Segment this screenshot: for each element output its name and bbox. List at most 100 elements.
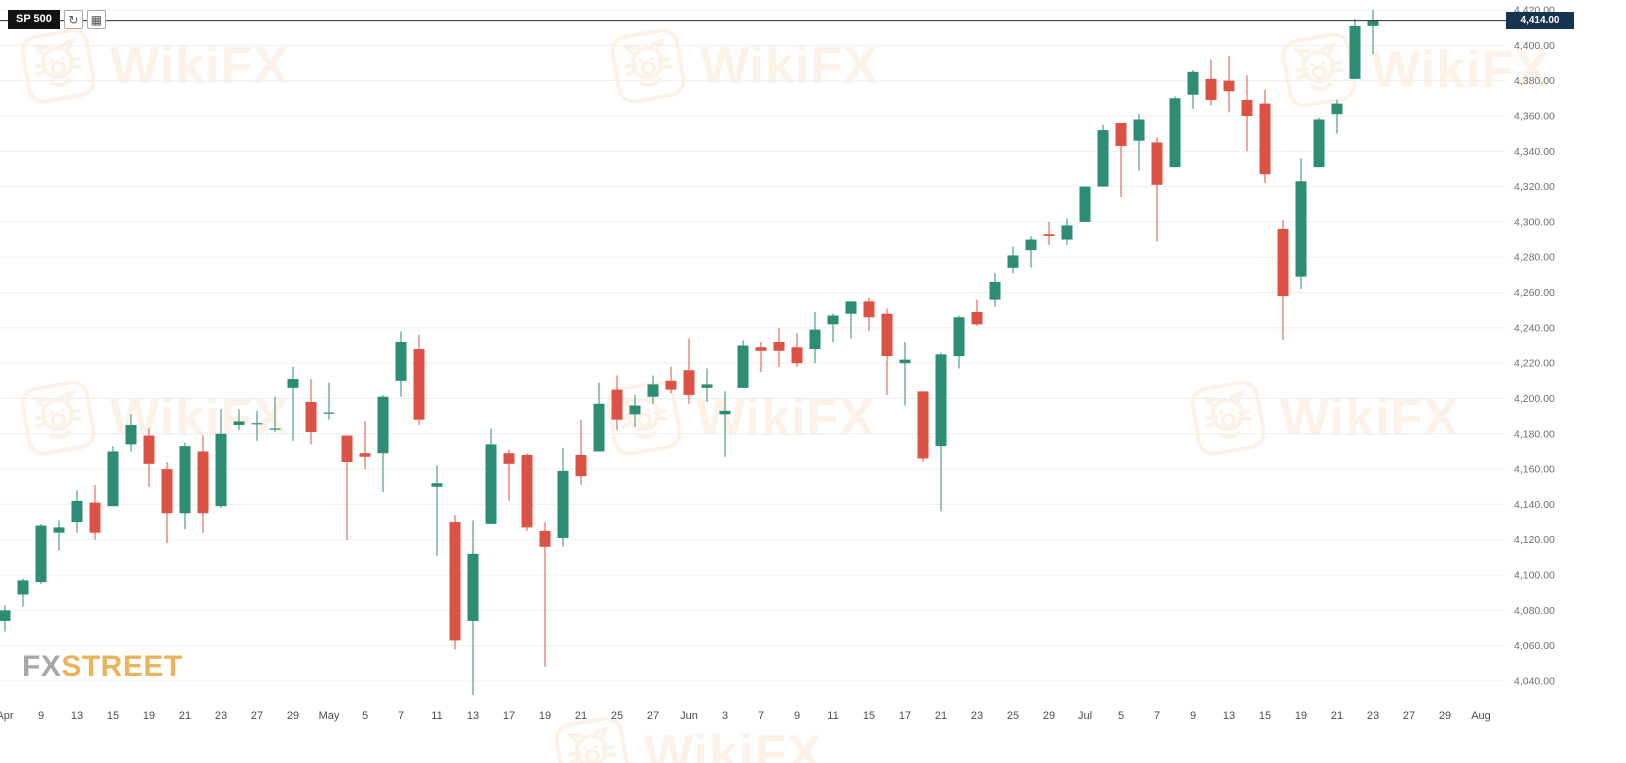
x-axis-label: Jul bbox=[1078, 710, 1092, 722]
candle-body bbox=[233, 421, 245, 425]
x-axis-label: 25 bbox=[611, 710, 623, 722]
x-axis-label: 21 bbox=[179, 710, 191, 722]
candle-body bbox=[1133, 119, 1145, 141]
candle-body bbox=[1331, 103, 1343, 115]
y-axis-label: 4,280.00 bbox=[1514, 252, 1555, 264]
candle-body bbox=[35, 525, 47, 583]
x-axis-label: 13 bbox=[1223, 710, 1235, 722]
x-axis-label: 15 bbox=[863, 710, 875, 722]
y-axis-label: 4,380.00 bbox=[1514, 75, 1555, 87]
candle-body bbox=[881, 313, 893, 357]
candle-body bbox=[593, 403, 605, 452]
x-axis-label: 29 bbox=[287, 710, 299, 722]
candle-body bbox=[1043, 234, 1055, 237]
y-axis-label: 4,180.00 bbox=[1514, 428, 1555, 440]
candle-body bbox=[665, 380, 677, 390]
candle-body bbox=[629, 405, 641, 415]
candle-body bbox=[863, 301, 875, 318]
candle-body bbox=[305, 402, 317, 433]
y-axis-label: 4,080.00 bbox=[1514, 605, 1555, 617]
candle-body bbox=[431, 483, 443, 487]
candle-body bbox=[773, 341, 785, 351]
y-axis-label: 4,160.00 bbox=[1514, 464, 1555, 476]
y-axis-label: 4,400.00 bbox=[1514, 40, 1555, 52]
candle-body bbox=[737, 345, 749, 388]
y-axis-label: 4,260.00 bbox=[1514, 287, 1555, 299]
y-axis-label: 4,320.00 bbox=[1514, 181, 1555, 193]
y-axis-label: 4,040.00 bbox=[1514, 676, 1555, 688]
x-axis-label: 29 bbox=[1043, 710, 1055, 722]
candle-body bbox=[1223, 80, 1235, 92]
candle-body bbox=[323, 412, 335, 414]
candle-body bbox=[791, 347, 803, 364]
candle-body bbox=[197, 451, 209, 514]
candle-body bbox=[971, 311, 983, 325]
refresh-button[interactable]: ↻ bbox=[63, 10, 83, 30]
x-axis-label: 21 bbox=[575, 710, 587, 722]
candle-body bbox=[701, 384, 713, 388]
interval-button[interactable]: ▦ bbox=[86, 10, 106, 30]
candle-body bbox=[359, 453, 371, 457]
candle-body bbox=[89, 502, 101, 533]
y-axis-label: 4,060.00 bbox=[1514, 640, 1555, 652]
candle-body bbox=[935, 354, 947, 447]
y-axis-label: 4,140.00 bbox=[1514, 499, 1555, 511]
candle-body bbox=[557, 470, 569, 538]
candle-body bbox=[161, 469, 173, 514]
candle-body bbox=[1205, 78, 1217, 101]
x-axis-label: 23 bbox=[215, 710, 227, 722]
x-axis-label: 7 bbox=[758, 710, 764, 722]
candle-body bbox=[755, 347, 767, 351]
x-axis-label: 25 bbox=[1007, 710, 1019, 722]
candle-body bbox=[539, 530, 551, 547]
candle-body bbox=[899, 359, 911, 364]
y-axis-label: 4,300.00 bbox=[1514, 216, 1555, 228]
candle-body bbox=[1241, 100, 1253, 116]
x-axis-label: 11 bbox=[827, 710, 838, 722]
x-axis-label: 27 bbox=[647, 710, 659, 722]
x-axis-label: Apr bbox=[0, 710, 14, 722]
candle-body bbox=[917, 391, 929, 459]
symbol-label-button[interactable]: SP 500 bbox=[8, 10, 60, 30]
candle-body bbox=[0, 610, 11, 621]
y-axis-label: 4,240.00 bbox=[1514, 322, 1555, 334]
x-axis-label: 29 bbox=[1439, 710, 1451, 722]
x-axis-label: 11 bbox=[431, 710, 442, 722]
candle-body bbox=[287, 379, 299, 388]
candle-body bbox=[827, 315, 839, 325]
y-axis-label: 4,220.00 bbox=[1514, 358, 1555, 370]
candle-body bbox=[1313, 119, 1325, 168]
candle-body bbox=[413, 349, 425, 420]
candle-body bbox=[521, 454, 533, 528]
refresh-icon: ↻ bbox=[68, 12, 79, 27]
candle-body bbox=[125, 424, 137, 445]
candle-body bbox=[17, 580, 29, 595]
x-axis-label: 9 bbox=[1190, 710, 1196, 722]
x-axis-label: 13 bbox=[467, 710, 479, 722]
x-axis-label: 23 bbox=[971, 710, 983, 722]
candle-body bbox=[719, 410, 731, 415]
candle-body bbox=[1151, 142, 1163, 185]
candle-body bbox=[1007, 255, 1019, 268]
candle-body bbox=[53, 527, 65, 533]
candle-body bbox=[1097, 130, 1109, 187]
candle-body bbox=[341, 435, 353, 463]
y-axis-label: 4,100.00 bbox=[1514, 570, 1555, 582]
x-axis-label: Jun bbox=[680, 710, 698, 722]
candle-body bbox=[1079, 186, 1091, 222]
candle-body bbox=[683, 370, 695, 395]
x-axis-label: 21 bbox=[935, 710, 947, 722]
candle-body bbox=[107, 451, 119, 507]
x-axis-label: 5 bbox=[1118, 710, 1124, 722]
candle-body bbox=[215, 433, 227, 507]
candle-body bbox=[395, 341, 407, 381]
candle-body bbox=[467, 553, 479, 621]
candle-body bbox=[575, 454, 587, 477]
candle-body bbox=[953, 317, 965, 357]
x-axis-label: 23 bbox=[1367, 710, 1379, 722]
x-axis-label: 17 bbox=[899, 710, 911, 722]
candle-body bbox=[1259, 103, 1271, 175]
x-axis-label: 17 bbox=[503, 710, 515, 722]
